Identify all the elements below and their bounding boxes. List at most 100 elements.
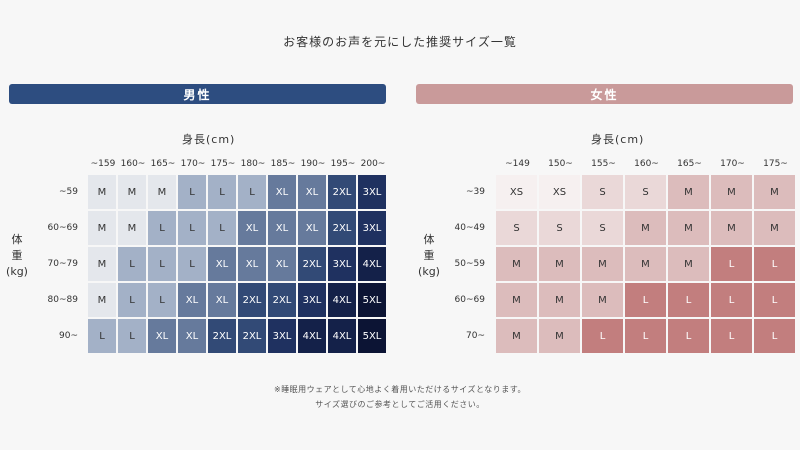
men-size-cell: 2XL [328, 175, 356, 209]
women-size-cell: L [711, 283, 752, 317]
men-size-cell: M [88, 175, 116, 209]
women-size-cell: M [496, 319, 537, 353]
men-size-cell: M [148, 175, 176, 209]
women-size-cell: L [754, 319, 795, 353]
men-size-cell: M [88, 211, 116, 245]
women-size-cell: L [625, 283, 666, 317]
men-size-cell: 2XL [268, 283, 296, 317]
men-weight-label-2: 重 [11, 249, 23, 262]
women-weight-row-label: 60~69 [454, 295, 485, 305]
men-size-cell: 3XL [268, 319, 296, 353]
women-size-cell: XS [496, 175, 537, 209]
women-weight-label: 体 重 (kg) [418, 232, 440, 280]
men-size-cell: XL [178, 283, 206, 317]
men-size-cell: XL [148, 319, 176, 353]
men-height-header: 195~ [330, 159, 356, 169]
men-size-cell: 3XL [298, 283, 326, 317]
men-size-cell: 2XL [298, 247, 326, 281]
women-height-header: 170~ [720, 159, 745, 169]
men-weight-row-label: 60~69 [47, 223, 78, 233]
men-size-cell: 4XL [298, 319, 326, 353]
men-size-cell: 4XL [328, 283, 356, 317]
note-line-2: サイズ選びのご参考としてご活用ください。 [315, 400, 485, 409]
women-size-cell: L [668, 283, 709, 317]
men-height-label: 身長(cm) [182, 133, 236, 146]
women-size-cell: L [668, 319, 709, 353]
note-line-1: ※睡眠用ウェアとして心地よく着用いただけるサイズとなります。 [273, 385, 527, 394]
women-size-cell: S [582, 211, 623, 245]
women-size-cell: M [754, 211, 795, 245]
women-height-label: 身長(cm) [591, 133, 645, 146]
women-size-cell: M [711, 175, 752, 209]
men-size-cell: L [208, 175, 236, 209]
women-size-cell: M [496, 247, 537, 281]
women-size-cell: M [625, 247, 666, 281]
women-height-header: 175~ [763, 159, 788, 169]
men-size-cell: L [208, 211, 236, 245]
women-size-cell: M [668, 247, 709, 281]
men-height-header: ~159 [90, 159, 116, 169]
men-size-cell: XL [298, 211, 326, 245]
men-size-cell: XL [208, 247, 236, 281]
women-weight-label-3: (kg) [418, 265, 440, 278]
men-size-cell: 3XL [358, 175, 386, 209]
women-weight-label-1: 体 [423, 233, 435, 246]
men-size-cell: XL [238, 247, 266, 281]
men-size-cell: L [118, 283, 146, 317]
women-height-header: 150~ [548, 159, 573, 169]
women-size-cell: M [539, 247, 580, 281]
men-size-cell: XL [268, 247, 296, 281]
men-size-cell: 3XL [358, 211, 386, 245]
women-weight-label-2: 重 [423, 249, 435, 262]
men-height-header: 180~ [240, 159, 266, 169]
men-size-cell: L [118, 247, 146, 281]
men-size-cell: L [178, 211, 206, 245]
men-weight-label: 体 重 (kg) [6, 232, 28, 280]
men-banner: 男性 [9, 84, 386, 104]
women-weight-row-label: 50~59 [454, 259, 485, 269]
men-size-cell: XL [268, 175, 296, 209]
women-height-header: 160~ [634, 159, 659, 169]
women-size-cell: M [668, 211, 709, 245]
women-size-cell: M [711, 211, 752, 245]
men-size-cell: 4XL [328, 319, 356, 353]
women-banner: 女性 [416, 84, 793, 104]
men-size-cell: L [178, 247, 206, 281]
men-height-header: 175~ [210, 159, 236, 169]
women-height-header: 155~ [591, 159, 616, 169]
men-size-cell: 2XL [238, 319, 266, 353]
men-weight-row-label: 90~ [59, 331, 78, 341]
men-size-cell: 2XL [208, 319, 236, 353]
men-size-cell: L [148, 283, 176, 317]
men-weight-row-label: ~59 [59, 187, 78, 197]
men-size-cell: M [118, 211, 146, 245]
men-size-cell: 5XL [358, 319, 386, 353]
women-weight-row-label: 40~49 [454, 223, 485, 233]
women-size-cell: L [711, 319, 752, 353]
men-height-header: 170~ [180, 159, 206, 169]
women-size-cell: L [582, 319, 623, 353]
women-size-cell: M [539, 319, 580, 353]
women-size-cell: S [582, 175, 623, 209]
men-weight-row-label: 70~79 [47, 259, 78, 269]
men-height-header: 200~ [360, 159, 386, 169]
men-size-cell: XL [298, 175, 326, 209]
women-size-cell: S [539, 211, 580, 245]
men-size-cell: XL [178, 319, 206, 353]
women-height-header: ~149 [505, 159, 530, 169]
women-size-cell: L [754, 247, 795, 281]
women-size-cell: M [668, 175, 709, 209]
men-height-header: 160~ [120, 159, 146, 169]
men-size-cell: M [88, 283, 116, 317]
men-size-cell: 3XL [328, 247, 356, 281]
men-height-header: 165~ [150, 159, 176, 169]
women-size-cell: M [582, 283, 623, 317]
women-size-cell: M [754, 175, 795, 209]
men-size-cell: L [238, 175, 266, 209]
men-weight-label-1: 体 [11, 233, 23, 246]
men-size-cell: L [88, 319, 116, 353]
men-size-cell: 4XL [358, 247, 386, 281]
women-weight-row-label: 70~ [466, 331, 485, 341]
men-size-cell: XL [238, 211, 266, 245]
women-height-header: 165~ [677, 159, 702, 169]
